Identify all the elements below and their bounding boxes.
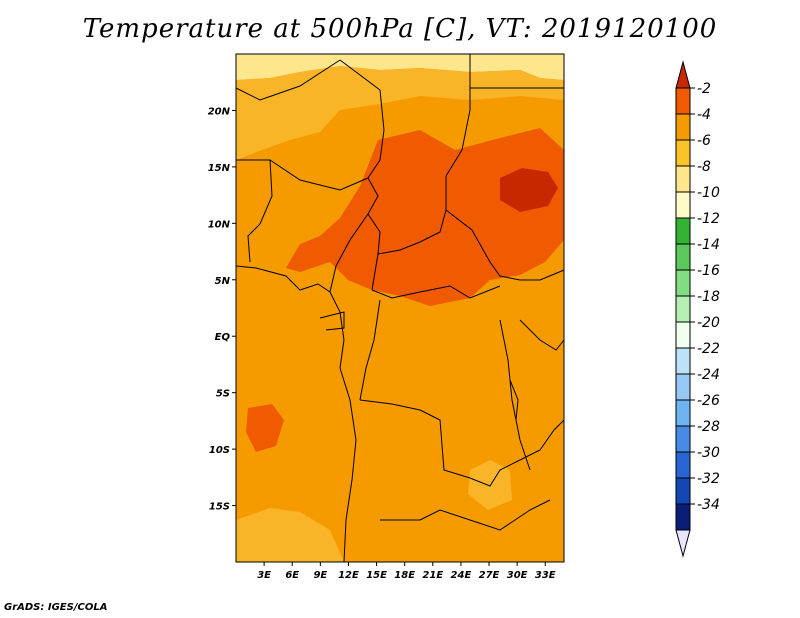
colorbar-label: -8 [697, 159, 711, 175]
lon-tick-label: 27E [479, 570, 500, 581]
colorbar-label: -30 [697, 445, 720, 461]
colorbar-label: -6 [697, 133, 711, 149]
colorbar-label: -34 [697, 497, 720, 513]
colorbar-label: -16 [697, 263, 720, 279]
colorbar-swatch [675, 295, 691, 323]
lat-tick-label: 20N [208, 106, 231, 117]
colorbar-label: -26 [697, 393, 720, 409]
colorbar-swatch [675, 425, 691, 453]
colorbar-label: -18 [697, 289, 720, 305]
lon-tick-label: 18E [394, 570, 415, 581]
colorbar-swatch [675, 165, 691, 193]
contour-warm-center [286, 128, 564, 306]
colorbar-swatch [675, 113, 691, 141]
colorbar-swatch [675, 139, 691, 167]
lon-tick-label: 21E [422, 570, 443, 581]
colorbar-swatch [675, 373, 691, 401]
contour-hottest-core [500, 168, 558, 212]
colorbar-swatch [675, 477, 691, 505]
colorbar-label: -24 [697, 367, 720, 383]
contour-light-north [236, 54, 564, 80]
colorbar-swatch [675, 191, 691, 219]
colorbar-swatch [675, 269, 691, 297]
lon-tick-label: 15E [366, 570, 387, 581]
lon-tick-label: 9E [313, 570, 327, 581]
colorbar-label: -12 [697, 211, 720, 227]
lon-tick-label: 12E [338, 570, 359, 581]
colorbar-swatch [675, 451, 691, 479]
colorbar-swatch [675, 503, 691, 531]
colorbar-swatch [675, 347, 691, 375]
colorbar: -2 -4 -6 -8 -10 -12 -14 -16 -18 -20 -22 -24 -26 -28 -3… [675, 60, 720, 558]
colorbar-label: -10 [697, 185, 720, 201]
colorbar-label: -2 [697, 81, 711, 97]
grads-credit: GrADS: IGES/COLA [4, 602, 108, 613]
lon-tick-label: 24E [451, 570, 472, 581]
colorbar-swatch [675, 399, 691, 427]
contour-light-south-west [236, 508, 344, 562]
lat-tick-label: EQ [215, 332, 231, 343]
boundaries [235, 54, 565, 563]
lat-tick-label: 10S [209, 445, 230, 456]
colorbar-label: -14 [697, 237, 720, 253]
contour-light-patch-south [468, 460, 512, 510]
colorbar-arrow-bottom [675, 529, 691, 558]
lon-tick-label: 6E [285, 570, 299, 581]
lon-tick-label: 3E [257, 570, 271, 581]
map-panel [235, 53, 565, 563]
chart-title: Temperature at 500hPa [C], VT: 201912010… [82, 14, 718, 44]
contour-warm-patch-west [246, 404, 284, 452]
colorbar-label: -32 [697, 471, 720, 487]
colorbar-label: -20 [697, 315, 720, 331]
colorbar-label: -28 [697, 419, 720, 435]
lat-tick-label: 15N [208, 163, 231, 174]
colorbar-label: -4 [697, 107, 711, 123]
colorbar-swatch [675, 217, 691, 245]
contour-medium-north [236, 66, 564, 160]
lat-tick-label: 5N [215, 276, 231, 287]
lat-tick-label: 10N [208, 219, 231, 230]
lat-tick-label: 5S [216, 389, 230, 400]
lon-tick-label: 30E [507, 570, 528, 581]
colorbar-label: -22 [697, 341, 720, 357]
lat-tick-label: 15S [209, 502, 230, 513]
colorbar-swatch [675, 87, 691, 115]
colorbar-swatch [675, 243, 691, 271]
colorbar-arrow-top [675, 60, 691, 89]
longitude-axis: 3E 6E 9E 12E 15E 18E 21E 24E 27E 30E 33E [257, 562, 556, 581]
latitude-axis: 20N 15N 10N 5N EQ 5S 10S 15S [208, 106, 236, 513]
colorbar-swatch [675, 321, 691, 349]
lon-tick-label: 33E [535, 570, 556, 581]
map-frame [235, 53, 565, 563]
